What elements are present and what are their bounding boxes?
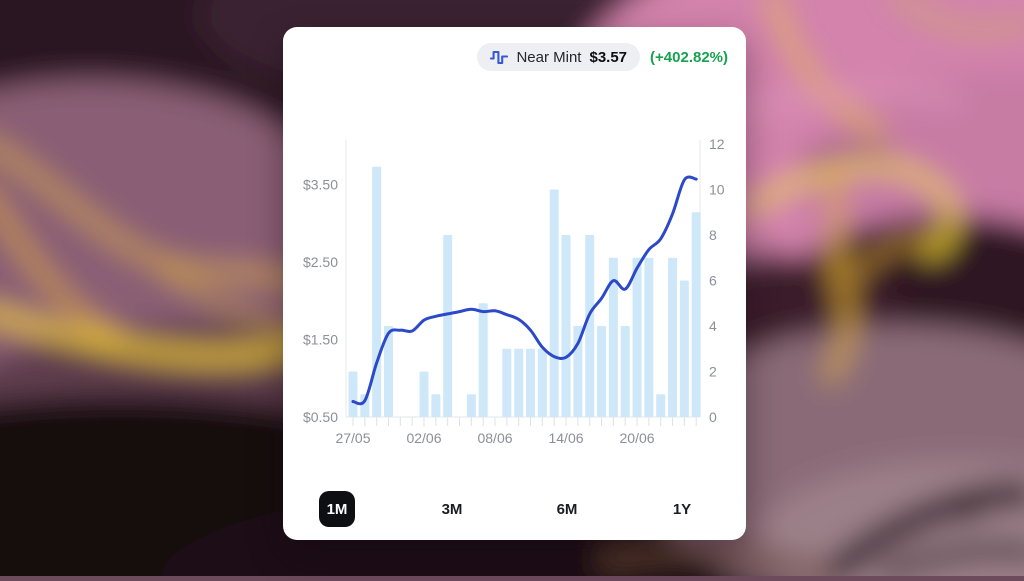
volume-bar xyxy=(526,348,536,417)
volume-bar xyxy=(620,326,630,417)
range-selector: 1M 3M 6M 1Y xyxy=(283,491,746,527)
volume-bar xyxy=(384,326,394,417)
volume-bar xyxy=(691,212,701,417)
x-axis-tick-label: 02/06 xyxy=(406,430,441,446)
y-left-tick-label: $1.50 xyxy=(303,332,338,348)
volume-bar xyxy=(478,303,488,417)
range-button-6m[interactable]: 6M xyxy=(549,491,585,527)
y-right-tick-label: 8 xyxy=(709,227,717,243)
volume-bars xyxy=(348,166,701,417)
volume-bar xyxy=(585,235,595,417)
volume-bar xyxy=(419,371,429,417)
x-axis-tick-label: 08/06 xyxy=(477,430,512,446)
volume-bar xyxy=(514,348,524,417)
range-button-1m[interactable]: 1M xyxy=(319,491,355,527)
x-axis-tick-label: 20/06 xyxy=(620,430,655,446)
volume-bar xyxy=(597,326,607,417)
volume-bar xyxy=(372,166,382,417)
y-left-tick-label: $0.50 xyxy=(303,409,338,425)
volume-bar xyxy=(348,371,358,417)
volume-bar xyxy=(537,348,547,417)
x-axis-tick-label: 14/06 xyxy=(548,430,583,446)
y-right-tick-label: 12 xyxy=(709,136,725,152)
volume-bar xyxy=(679,280,689,417)
price-change-badge: (+402.82%) xyxy=(650,48,728,66)
x-axis-tick-label: 27/05 xyxy=(335,430,370,446)
volume-bar xyxy=(431,394,441,417)
volume-bar xyxy=(561,235,571,417)
y-right-tick-label: 0 xyxy=(709,409,717,425)
volume-bar xyxy=(443,235,453,417)
range-button-3m[interactable]: 3M xyxy=(434,491,470,527)
y-right-tick-label: 10 xyxy=(709,182,725,198)
range-button-1y[interactable]: 1Y xyxy=(664,491,700,527)
legend-chip-near-mint[interactable]: Near Mint $3.57 xyxy=(477,43,641,71)
price-chart-svg: $3.50 $2.50 $1.50 $0.50 12 10 8 6 4 2 0 27/05 02/06 0… xyxy=(303,136,725,446)
volume-bar xyxy=(668,257,678,417)
y-right-tick-label: 4 xyxy=(709,318,717,334)
y-left-tick-label: $3.50 xyxy=(303,177,338,193)
volume-bar xyxy=(360,394,370,417)
y-left-tick-label: $2.50 xyxy=(303,254,338,270)
price-line xyxy=(351,175,698,406)
volume-bar xyxy=(632,257,642,417)
legend-series-label: Near Mint xyxy=(516,48,582,66)
legend-current-price: $3.57 xyxy=(589,48,628,66)
volume-bar xyxy=(644,257,654,417)
price-chart[interactable]: $3.50 $2.50 $1.50 $0.50 12 10 8 6 4 2 0 27/05 02/06 0… xyxy=(283,27,746,487)
pulse-line-icon xyxy=(490,50,509,65)
volume-bar xyxy=(656,394,666,417)
y-right-tick-label: 6 xyxy=(709,273,717,289)
volume-bar xyxy=(502,348,512,417)
chart-legend: Near Mint $3.57 (+402.82%) xyxy=(477,43,728,71)
volume-bar xyxy=(608,257,618,417)
volume-bar xyxy=(466,394,476,417)
volume-bar xyxy=(549,189,559,417)
price-chart-card: Near Mint $3.57 (+402.82%) $3.50 $2.50 $1.… xyxy=(283,27,746,540)
y-right-tick-label: 2 xyxy=(709,364,717,380)
